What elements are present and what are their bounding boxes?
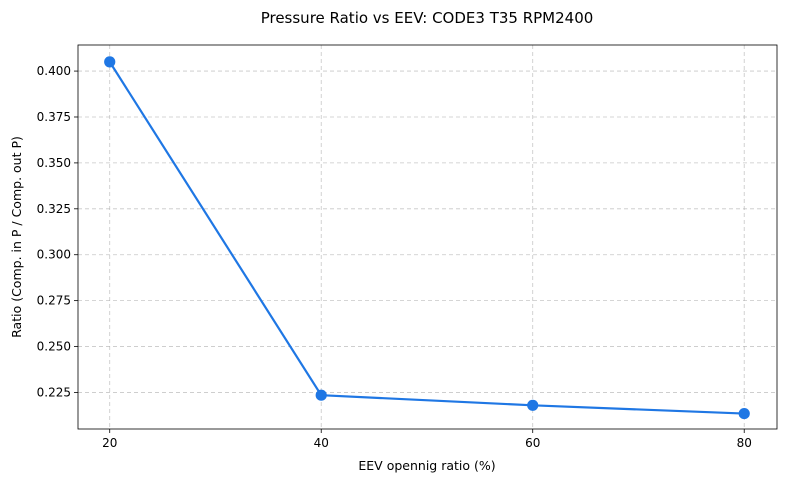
y-axis-label: Ratio (Comp. in P / Comp. out P) xyxy=(9,136,24,338)
x-tick-label: 20 xyxy=(102,436,117,450)
data-point xyxy=(104,56,116,68)
y-tick-label: 0.300 xyxy=(37,248,71,262)
chart-title: Pressure Ratio vs EEV: CODE3 T35 RPM2400 xyxy=(261,9,594,27)
data-point xyxy=(527,399,539,411)
y-tick-label: 0.325 xyxy=(37,202,71,216)
y-tick-label: 0.275 xyxy=(37,294,71,308)
series-line xyxy=(108,60,746,415)
x-tick-label: 40 xyxy=(314,436,329,450)
x-axis-ticks: 20 40 60 80 xyxy=(102,429,752,450)
y-tick-label: 0.350 xyxy=(37,156,71,170)
y-axis-ticks: 0.225 0.250 0.275 0.300 0.325 0.350 0.375 0.400 xyxy=(37,64,78,399)
grid-layer xyxy=(78,45,777,429)
x-axis-label: EEV opennig ratio (%) xyxy=(358,458,495,473)
y-tick-label: 0.375 xyxy=(37,110,71,124)
data-point xyxy=(738,407,750,420)
plot-frame xyxy=(77,44,778,430)
series-layer xyxy=(104,56,750,420)
y-tick-label: 0.400 xyxy=(37,64,71,78)
data-point xyxy=(315,389,327,401)
y-tick-label: 0.225 xyxy=(37,385,71,399)
x-tick-label: 60 xyxy=(525,436,540,450)
y-tick-label: 0.250 xyxy=(37,340,71,354)
x-tick-label: 80 xyxy=(737,436,752,450)
